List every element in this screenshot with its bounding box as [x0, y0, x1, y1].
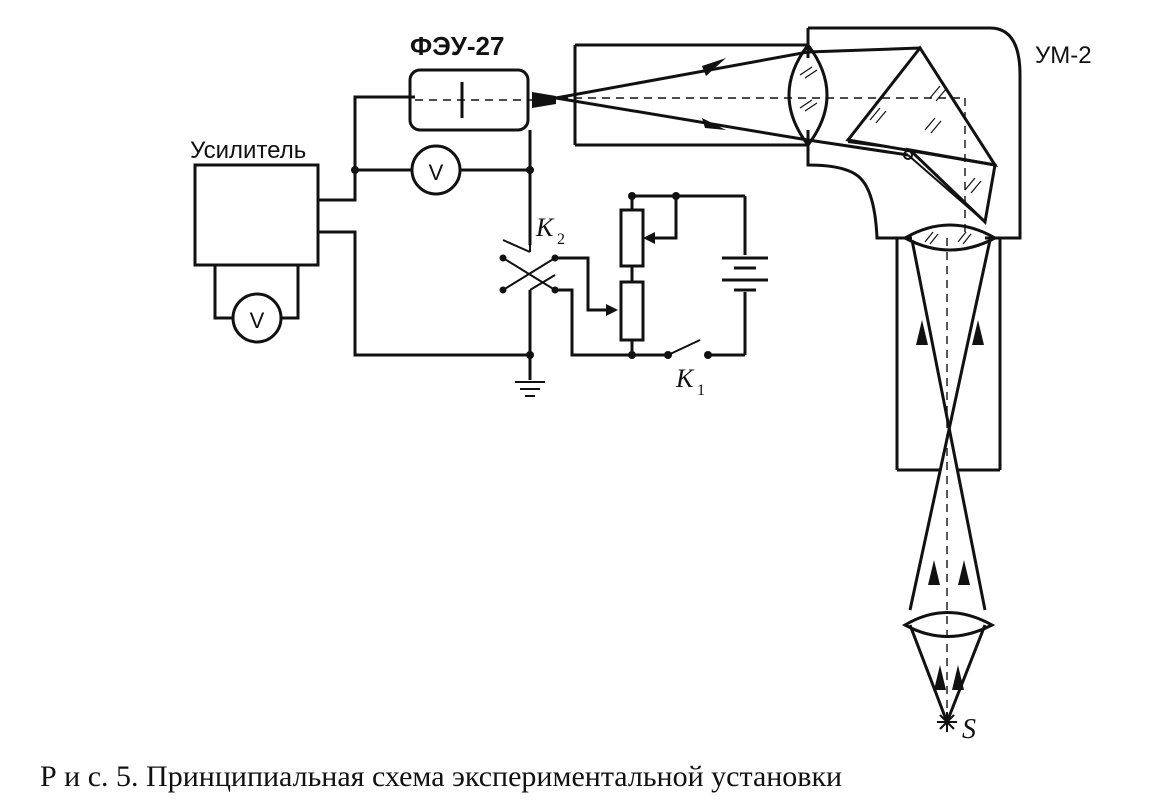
voltmeter-bottom-label: V	[250, 308, 265, 333]
photomultiplier: ФЭУ-27	[408, 31, 556, 132]
collimator-lens	[901, 223, 999, 252]
wiring: V	[318, 95, 545, 397]
pmt-label: ФЭУ-27	[410, 31, 504, 61]
light-source: S	[937, 712, 976, 745]
switch-k1-subscript: 1	[697, 382, 705, 399]
switch-k2-subscript: 2	[557, 231, 565, 248]
figure-caption: Р и с. 5. Принципиальная схема экспериме…	[40, 760, 843, 793]
switch-k2: K 2	[499, 213, 565, 294]
bias-circuit: K 1	[555, 192, 768, 399]
amplifier-label: Усилитель	[190, 137, 306, 164]
switch-k2-label: K	[535, 213, 555, 242]
monochromator: УМ-2	[573, 26, 1092, 472]
condenser-lens	[901, 611, 996, 638]
voltmeter-top-label: V	[429, 160, 444, 185]
exit-lens	[787, 42, 829, 148]
amplifier: Усилитель V	[190, 137, 320, 344]
light-rays	[555, 46, 996, 723]
source-label: S	[962, 714, 976, 745]
switch-k1-label: K	[675, 364, 695, 393]
monochromator-label: УМ-2	[1035, 42, 1092, 69]
